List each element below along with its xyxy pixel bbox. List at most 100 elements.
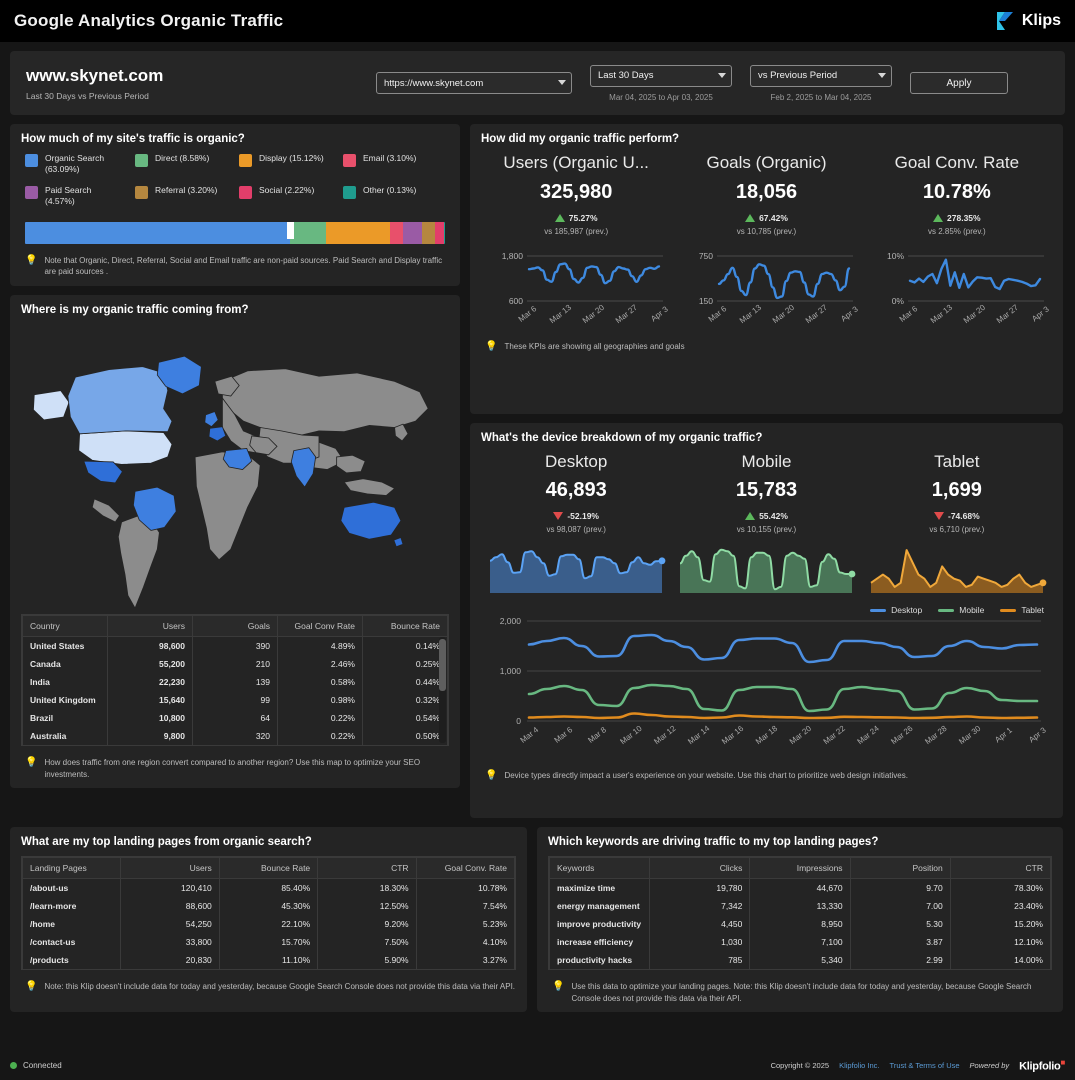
table-row[interactable]: productivity hacks 785 5,340 2.99 14.00% (548, 951, 1052, 969)
table-cell: 2.99 (849, 951, 951, 969)
table-row[interactable]: /about-us 120,410 85.40% 18.30% 10.78% (21, 878, 516, 897)
stack-segment-social[interactable] (435, 221, 445, 244)
kpi-card-goals-organic[interactable]: Goals (Organic) 18,056 67.42% vs 10,785 (pr… (671, 153, 861, 333)
table-cell: /contact-us (21, 933, 122, 951)
country-col-header[interactable]: Country (22, 615, 108, 638)
bottom-grid: What are my top landing pages from organ… (0, 818, 1075, 1013)
performance-title: How did my organic traffic perform? (481, 133, 680, 145)
legend-item-referral[interactable]: Referral (3.20%) (135, 185, 239, 208)
legend-swatch-icon (343, 185, 356, 199)
country-table-scrollbar[interactable] (439, 637, 446, 744)
kpi-card-goal-conv-rate[interactable]: Goal Conv. Rate 10.78% 278.35% vs 2.85% (pr… (862, 153, 1052, 333)
terms-link[interactable]: Trust & Terms of Use (889, 1060, 960, 1070)
country-col-header[interactable]: Users (107, 615, 193, 638)
legend-item-email[interactable]: Email (3.10%) (343, 153, 443, 176)
performance-note-text: These KPIs are showing all geographies a… (504, 342, 685, 351)
device-trend-chart[interactable]: 2,000 1,000 0 Mar 4 Mar 6 Mar 8 Mar 10 Mar 12 Ma… (481, 615, 1052, 768)
compare-select[interactable]: vs Previous Period (750, 64, 892, 87)
kpi-value: 18,056 (735, 181, 798, 203)
kpi-row: Users (Organic U... 325,980 75.27% vs 185,9… (481, 153, 1052, 333)
table-row[interactable]: increase efficiency 1,030 7,100 3.87 12.10% (548, 933, 1052, 951)
country-col-header[interactable]: Goals (192, 615, 278, 638)
performance-note: 💡 These KPIs are showing all geographies… (481, 341, 1052, 353)
stack-segment-direct[interactable] (289, 221, 326, 244)
svg-text:Mar 6: Mar 6 (517, 304, 539, 324)
legend-item-direct[interactable]: Direct (8.58%) (135, 153, 239, 176)
table-cell: 3.27% (415, 951, 516, 969)
devices-title: What's the device breakdown of my organi… (481, 432, 763, 444)
geo-map-panel: Where is my organic traffic coming from? (10, 295, 460, 789)
keywords-col-header[interactable]: Position (849, 857, 951, 879)
legend-item-paid-search[interactable]: Paid Search (4.57%) (25, 185, 135, 208)
world-map[interactable] (21, 324, 449, 614)
kpi-card-users-organic-u[interactable]: Users (Organic U... 325,980 75.27% vs 185,9… (481, 153, 671, 333)
stack-segment-paid-search[interactable] (402, 221, 422, 244)
landing-col-header[interactable]: Bounce Rate (218, 857, 319, 879)
table-row[interactable]: improve productivity 4,450 8,950 5.30 15.20% (548, 915, 1052, 933)
stack-segment-email[interactable] (389, 221, 403, 244)
company-link[interactable]: Klipfolio Inc. (839, 1060, 880, 1070)
table-row[interactable]: maximize time 19,780 44,670 9.70 78.30% (548, 878, 1052, 897)
y-axis-max: 10% (887, 251, 904, 261)
device-card-tablet[interactable]: Tablet 1,699 -74.68% vs 6,710 (prev.) (862, 452, 1052, 601)
table-cell: 33,800 (120, 933, 220, 951)
table-row[interactable]: Brazil 10,800 64 0.22% 0.54% (22, 709, 448, 728)
apply-button[interactable]: Apply (910, 72, 1008, 94)
table-row[interactable]: /learn-more 88,600 45.30% 12.50% 7.54% (21, 897, 516, 915)
country-table: Country Users Goals Goal Conv Rate Bounce Ra… (22, 615, 448, 746)
svg-text:Mar 20: Mar 20 (581, 302, 607, 325)
powered-by-label: Powered by (969, 1060, 1010, 1070)
keywords-col-header[interactable]: Impressions (749, 857, 851, 879)
landing-col-header[interactable]: CTR (317, 857, 417, 879)
x-tick: Mar 24 (856, 723, 882, 746)
landing-table: Landing Pages Users Bounce Rate CTR Goal Con… (21, 857, 516, 969)
svg-text:Mar 20: Mar 20 (962, 302, 988, 325)
keywords-col-header[interactable]: CTR (949, 857, 1052, 879)
url-select[interactable]: https://www.skynet.com (376, 72, 572, 94)
country-col-header[interactable]: Bounce Rate (362, 615, 448, 638)
stack-segment-other[interactable] (444, 221, 445, 244)
table-row[interactable]: Canada 55,200 210 2.46% 0.25% (22, 655, 448, 674)
keywords-col-header[interactable]: Keywords (548, 857, 651, 879)
device-previous: vs 6,710 (prev.) (929, 525, 985, 534)
scrollbar-thumb[interactable] (439, 639, 446, 692)
legend-item-other[interactable]: Other (0.13%) (343, 185, 443, 208)
landing-col-header[interactable]: Users (120, 857, 220, 879)
date-range-select[interactable]: Last 30 Days (590, 64, 732, 87)
chart-legend-item-tablet[interactable]: Tablet (1000, 605, 1044, 615)
table-cell: 7,342 (649, 897, 751, 915)
klips-brand: Klips (996, 11, 1061, 31)
landing-col-header[interactable]: Landing Pages (21, 857, 122, 879)
table-row[interactable]: United States 98,600 390 4.89% 0.14% (22, 636, 448, 656)
device-chart-legend: Desktop Mobile Tablet (481, 605, 1044, 615)
table-row[interactable]: Australia 9,800 320 0.22% 0.50% (22, 727, 448, 746)
legend-item-display[interactable]: Display (15.12%) (239, 153, 343, 176)
kpi-sparkline: 750 150 Mar 6 Mar 13 Mar 20 Mar 27 Apr 3 (671, 246, 861, 333)
keywords-col-header[interactable]: Clicks (649, 857, 751, 879)
table-row[interactable]: /contact-us 33,800 15.70% 7.50% 4.10% (21, 933, 516, 951)
table-cell: 2.46% (277, 655, 363, 674)
table-cell: 54,250 (120, 915, 220, 933)
stack-segment-display[interactable] (326, 221, 390, 244)
table-row[interactable]: India 22,230 139 0.58% 0.44% (22, 673, 448, 692)
table-row[interactable]: energy management 7,342 13,330 7.00 23.40% (548, 897, 1052, 915)
table-cell: 7.54% (415, 897, 516, 915)
table-row[interactable]: /home 54,250 22.10% 9.20% 5.23% (21, 915, 516, 933)
table-row[interactable]: /products 20,830 11.10% 5.90% 3.27% (21, 951, 516, 969)
table-row[interactable]: United Kingdom 15,640 99 0.98% 0.32% (22, 691, 448, 710)
legend-item-organic-search[interactable]: Organic Search (63.09%) (25, 153, 135, 176)
lightbulb-icon: 💡 (25, 254, 38, 266)
landing-col-header[interactable]: Goal Conv. Rate (415, 857, 516, 879)
stack-segment-referral[interactable] (421, 221, 436, 244)
legend-item-social[interactable]: Social (2.22%) (239, 185, 343, 208)
chart-legend-item-mobile[interactable]: Mobile (938, 605, 984, 615)
device-card-desktop[interactable]: Desktop 46,893 -52.19% vs 98,087 (prev.) (481, 452, 671, 601)
device-card-mobile[interactable]: Mobile 15,783 55.42% vs 10,155 (prev.) (671, 452, 861, 601)
stack-segment-organic-search[interactable] (25, 221, 290, 244)
country-col-header[interactable]: Goal Conv Rate (277, 615, 363, 638)
arrow-up-icon (745, 214, 756, 222)
chart-legend-item-desktop[interactable]: Desktop (870, 605, 922, 615)
legend-label: Referral (3.20%) (155, 184, 218, 195)
device-delta: -74.68% (862, 511, 1052, 521)
connection-status: Connected (10, 1061, 62, 1070)
